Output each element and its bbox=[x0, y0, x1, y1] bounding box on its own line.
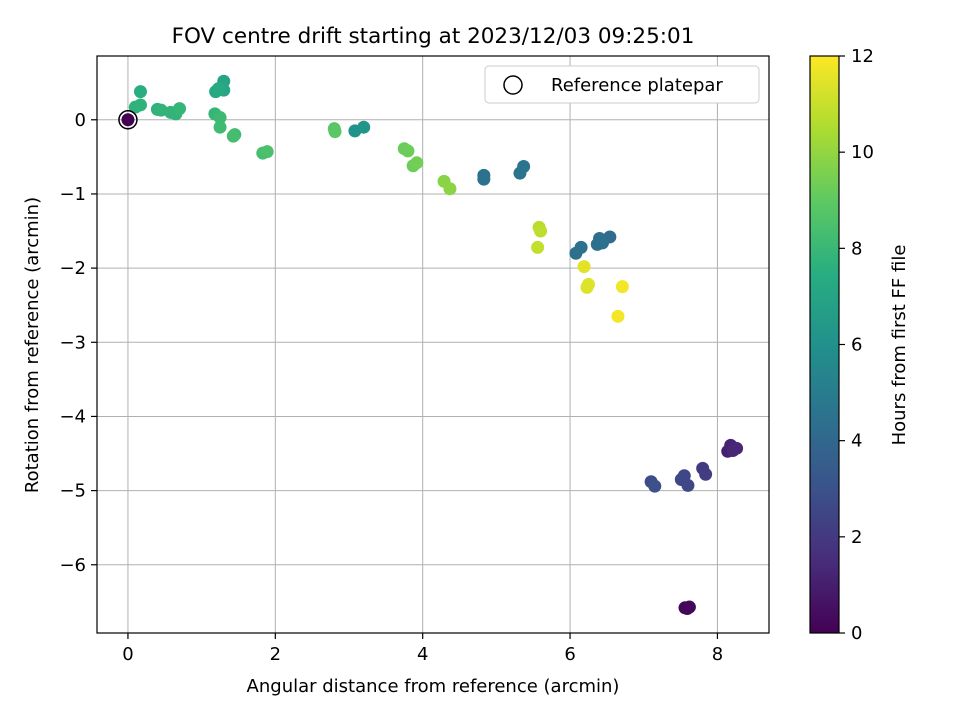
data-point bbox=[680, 602, 694, 616]
y-tick-label: −2 bbox=[59, 258, 86, 279]
data-point bbox=[577, 260, 591, 274]
colorbar-tick-label: 2 bbox=[851, 527, 862, 548]
legend-marker-icon bbox=[503, 75, 523, 95]
data-point bbox=[648, 479, 662, 493]
grid-lines bbox=[97, 56, 769, 633]
reference-ring bbox=[118, 110, 138, 130]
x-tick-label: 4 bbox=[417, 644, 428, 665]
x-axis-label: Angular distance from reference (arcmin) bbox=[247, 676, 620, 697]
x-tick-label: 8 bbox=[712, 644, 723, 665]
data-point bbox=[260, 145, 274, 159]
data-point bbox=[699, 467, 713, 481]
data-point bbox=[212, 82, 226, 96]
data-point bbox=[477, 172, 491, 186]
data-point bbox=[574, 240, 588, 254]
data-point bbox=[681, 478, 695, 492]
data-point bbox=[443, 182, 457, 196]
x-tick-label: 0 bbox=[122, 644, 133, 665]
data-point bbox=[611, 309, 625, 323]
data-point bbox=[133, 85, 147, 99]
data-point bbox=[531, 240, 545, 254]
y-tick-label: 0 bbox=[75, 110, 86, 131]
data-point bbox=[726, 444, 740, 458]
x-tick-label: 6 bbox=[564, 644, 575, 665]
data-point bbox=[357, 120, 371, 134]
data-point bbox=[173, 102, 187, 116]
data-point bbox=[213, 111, 227, 125]
y-axis-ticks: 0 −1 −2 −3 −4 −5 −6 bbox=[59, 110, 97, 576]
colorbar-tick-label: 12 bbox=[851, 46, 874, 67]
colorbar-tick-label: 0 bbox=[851, 623, 862, 644]
data-point bbox=[328, 125, 342, 139]
colorbar-tick-label: 4 bbox=[851, 431, 862, 452]
legend-label: Reference platepar bbox=[551, 75, 723, 96]
y-tick-label: −1 bbox=[59, 184, 86, 205]
legend: Reference platepar bbox=[484, 65, 760, 104]
data-point bbox=[410, 156, 424, 170]
data-point bbox=[590, 237, 604, 251]
y-tick-label: −4 bbox=[59, 406, 86, 427]
x-tick-label: 2 bbox=[270, 644, 281, 665]
colorbar-label: Hours from first FF file bbox=[889, 245, 910, 446]
plot-background bbox=[97, 56, 769, 633]
x-axis-ticks: 0 2 4 6 8 bbox=[122, 633, 723, 665]
data-point bbox=[615, 280, 629, 294]
reference-point bbox=[121, 113, 135, 127]
colorbar-gradient bbox=[810, 56, 839, 633]
legend-box bbox=[484, 65, 760, 104]
data-point bbox=[213, 120, 227, 134]
data-point bbox=[133, 98, 147, 112]
colorbar-tick-label: 6 bbox=[851, 335, 862, 356]
colorbar-tick-label: 8 bbox=[851, 238, 862, 259]
data-points bbox=[128, 74, 744, 616]
data-point bbox=[534, 224, 548, 238]
data-point bbox=[401, 144, 415, 158]
data-point bbox=[580, 280, 594, 294]
y-tick-label: −6 bbox=[59, 555, 86, 576]
y-tick-label: −3 bbox=[59, 332, 86, 353]
reference-marker bbox=[118, 110, 138, 130]
data-point bbox=[226, 129, 240, 143]
chart-title: FOV centre drift starting at 2023/12/03 … bbox=[172, 24, 695, 49]
colorbar-ticks: 0 2 4 6 8 10 12 bbox=[839, 46, 874, 644]
y-tick-label: −5 bbox=[59, 481, 86, 502]
data-point bbox=[517, 160, 531, 174]
y-axis-label: Rotation from reference (arcmin) bbox=[22, 197, 43, 493]
colorbar: 0 2 4 6 8 10 12 Hours from first FF file bbox=[809, 46, 910, 644]
plot-frame bbox=[96, 55, 770, 634]
colorbar-tick-label: 10 bbox=[851, 142, 874, 163]
